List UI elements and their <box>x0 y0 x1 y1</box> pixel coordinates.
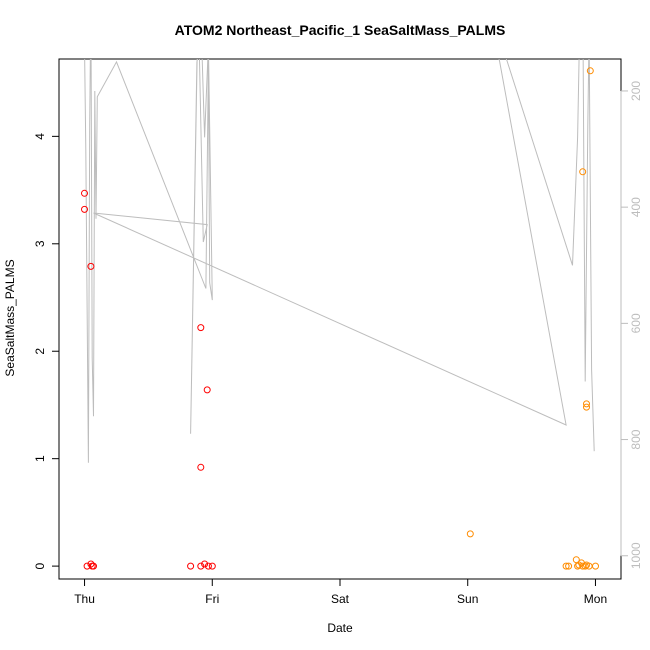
right-axis: 200 400 600 800 1000 <box>620 81 643 569</box>
data-point <box>81 189 88 197</box>
y-tick-label: 1 <box>33 455 47 462</box>
data-point <box>90 562 97 570</box>
y-tick-label: 3 <box>33 240 47 247</box>
x-tick-label: Sun <box>457 592 478 606</box>
right-tick-label: 600 <box>629 313 643 333</box>
chart-title: ATOM2 Northeast_Pacific_1 SeaSaltMass_PA… <box>175 22 506 38</box>
data-point <box>81 205 88 213</box>
data-point <box>586 67 594 75</box>
y-tick-label: 0 <box>33 562 47 569</box>
x-tick-label: Mon <box>584 592 607 606</box>
right-tick-label: 1000 <box>629 542 643 569</box>
data-point <box>583 403 590 411</box>
data-point <box>562 562 570 570</box>
reference-line-layer <box>84 59 595 463</box>
x-axis: Thu Fri Sat Sun Mon <box>74 578 607 606</box>
data-point <box>579 168 587 176</box>
y-axis: 0 1 2 3 4 <box>33 133 60 569</box>
data-point <box>208 562 216 570</box>
data-point <box>197 463 205 471</box>
data-point <box>204 562 212 570</box>
reference-line <box>84 59 595 463</box>
x-tick-label: Thu <box>74 592 95 606</box>
data-point <box>581 562 589 570</box>
data-point <box>592 562 599 570</box>
x-tick-label: Sat <box>331 592 350 606</box>
x-tick-label: Fri <box>205 592 219 606</box>
right-tick-label: 200 <box>629 81 643 101</box>
y-tick-label: 4 <box>33 133 47 140</box>
y-axis-label: SeaSaltMass_PALMS <box>3 259 17 376</box>
points-layer <box>81 67 599 570</box>
data-point <box>201 560 209 568</box>
data-point <box>583 400 590 408</box>
data-point <box>466 530 474 538</box>
data-point <box>203 386 211 394</box>
right-tick-label: 400 <box>629 197 643 217</box>
data-point <box>187 562 195 570</box>
x-axis-label: Date <box>327 621 353 635</box>
data-point <box>197 562 205 570</box>
y-tick-label: 2 <box>33 348 47 355</box>
data-point <box>197 324 205 332</box>
plot-frame <box>58 58 622 580</box>
data-point <box>565 562 573 570</box>
data-point <box>87 262 95 270</box>
right-tick-label: 800 <box>629 429 643 449</box>
